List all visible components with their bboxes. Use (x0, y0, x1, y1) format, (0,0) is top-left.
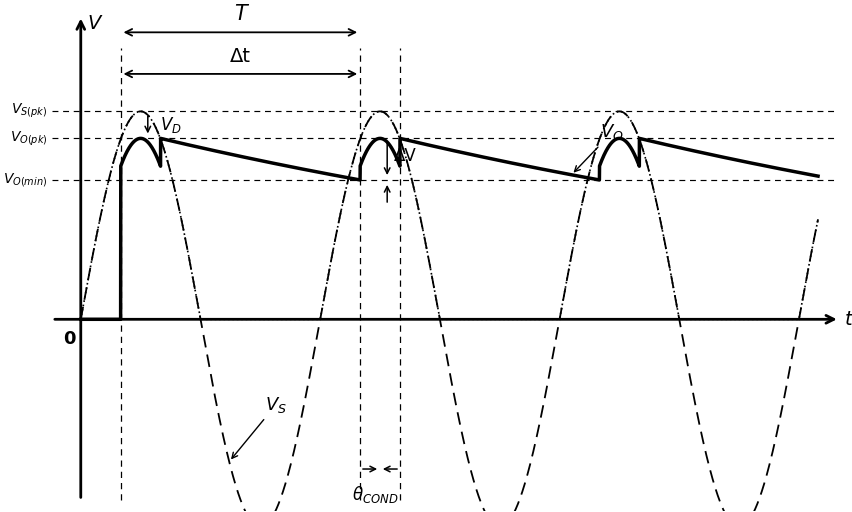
Text: $V_O$: $V_O$ (574, 122, 624, 172)
Text: T: T (233, 4, 246, 24)
Text: $V_{S(pk)}$: $V_{S(pk)}$ (11, 102, 47, 120)
Text: V: V (88, 14, 101, 33)
Text: ΔV: ΔV (394, 147, 417, 165)
Text: $\theta_{COND}$: $\theta_{COND}$ (352, 483, 398, 505)
Text: $V_D$: $V_D$ (159, 115, 181, 135)
Text: 0: 0 (63, 330, 76, 348)
Text: $V_{O(pk)}$: $V_{O(pk)}$ (9, 129, 47, 147)
Text: $V_{O(min)}$: $V_{O(min)}$ (3, 171, 47, 189)
Text: Δt: Δt (229, 47, 250, 66)
Text: t: t (843, 310, 851, 329)
Text: $V_S$: $V_S$ (232, 395, 286, 458)
